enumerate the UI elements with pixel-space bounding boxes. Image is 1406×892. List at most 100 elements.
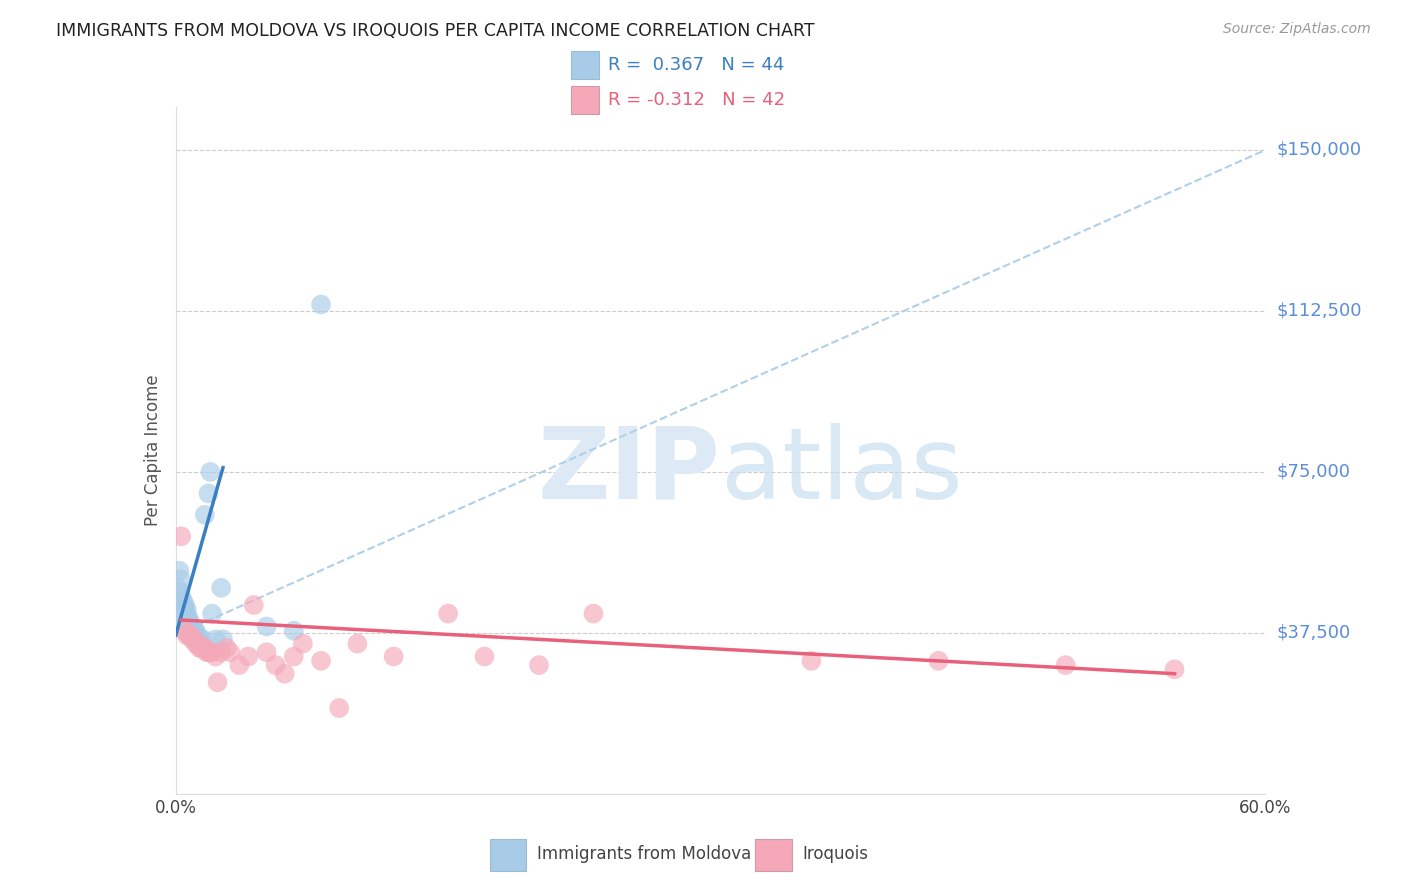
- Bar: [491, 839, 526, 871]
- Point: [184, 628, 207, 642]
- Point: [188, 632, 211, 647]
- Point: [186, 637, 209, 651]
- Point: [173, 598, 195, 612]
- Point: [238, 649, 260, 664]
- Text: IMMIGRANTS FROM MOLDOVA VS IROQUOIS PER CAPITA INCOME CORRELATION CHART: IMMIGRANTS FROM MOLDOVA VS IROQUOIS PER …: [56, 22, 815, 40]
- Point: [179, 624, 201, 638]
- Text: Immigrants from Moldova: Immigrants from Moldova: [537, 845, 751, 863]
- Point: [177, 619, 200, 633]
- Point: [170, 590, 193, 604]
- Point: [191, 640, 214, 655]
- Point: [328, 701, 350, 715]
- Point: [181, 619, 204, 633]
- Point: [283, 624, 305, 638]
- Point: [170, 572, 193, 586]
- Point: [173, 602, 195, 616]
- Point: [527, 658, 550, 673]
- Point: [183, 632, 205, 647]
- Point: [179, 628, 201, 642]
- Point: [309, 654, 332, 668]
- Point: [291, 637, 314, 651]
- Text: $112,500: $112,500: [1277, 302, 1362, 320]
- Point: [172, 602, 194, 616]
- Point: [197, 486, 219, 500]
- Point: [582, 607, 605, 621]
- Point: [800, 654, 823, 668]
- Point: [176, 611, 198, 625]
- Point: [209, 581, 232, 595]
- Point: [204, 649, 226, 664]
- Point: [1054, 658, 1077, 673]
- Point: [274, 666, 297, 681]
- Point: [256, 619, 278, 633]
- Point: [207, 675, 229, 690]
- Point: [176, 602, 198, 616]
- Point: [186, 628, 209, 642]
- Bar: [755, 839, 792, 871]
- Point: [188, 640, 211, 655]
- Point: [181, 632, 204, 647]
- Text: R =  0.367   N = 44: R = 0.367 N = 44: [607, 56, 785, 74]
- Point: [228, 658, 250, 673]
- Point: [169, 564, 191, 578]
- Point: [179, 619, 201, 633]
- Point: [172, 607, 194, 621]
- Point: [177, 611, 200, 625]
- Point: [309, 297, 332, 311]
- Point: [194, 508, 217, 522]
- Point: [283, 649, 305, 664]
- Point: [172, 593, 194, 607]
- Point: [177, 628, 200, 642]
- Point: [183, 628, 205, 642]
- Point: [1163, 662, 1185, 676]
- Point: [184, 637, 207, 651]
- Point: [201, 645, 224, 659]
- Point: [173, 615, 195, 630]
- Text: R = -0.312   N = 42: R = -0.312 N = 42: [607, 91, 785, 109]
- Point: [243, 598, 266, 612]
- Point: [191, 632, 214, 647]
- Point: [176, 615, 198, 630]
- Point: [176, 628, 198, 642]
- Point: [382, 649, 405, 664]
- Point: [219, 645, 242, 659]
- Point: [215, 640, 238, 655]
- Bar: [571, 86, 599, 114]
- Point: [181, 624, 204, 638]
- Text: ZIP: ZIP: [537, 423, 721, 519]
- Bar: [571, 51, 599, 78]
- Point: [173, 624, 195, 638]
- Point: [264, 658, 287, 673]
- Point: [209, 645, 232, 659]
- Text: $75,000: $75,000: [1277, 463, 1351, 481]
- Point: [170, 598, 193, 612]
- Point: [201, 607, 224, 621]
- Text: Source: ZipAtlas.com: Source: ZipAtlas.com: [1223, 22, 1371, 37]
- Y-axis label: Per Capita Income: Per Capita Income: [143, 375, 162, 526]
- Point: [186, 632, 209, 647]
- Point: [195, 645, 218, 659]
- Text: $37,500: $37,500: [1277, 624, 1351, 642]
- Point: [183, 624, 205, 638]
- Point: [177, 615, 200, 630]
- Text: atlas: atlas: [721, 423, 962, 519]
- Point: [176, 607, 198, 621]
- Point: [437, 607, 460, 621]
- Text: Iroquois: Iroquois: [801, 845, 868, 863]
- Point: [200, 465, 222, 479]
- Point: [170, 529, 193, 543]
- Point: [172, 598, 194, 612]
- Point: [173, 611, 195, 625]
- Point: [346, 637, 368, 651]
- Point: [197, 645, 219, 659]
- Point: [200, 645, 222, 659]
- Point: [190, 640, 212, 655]
- Point: [169, 585, 191, 599]
- Point: [212, 632, 235, 647]
- Text: $150,000: $150,000: [1277, 141, 1361, 159]
- Point: [204, 632, 226, 647]
- Point: [194, 640, 217, 655]
- Point: [184, 624, 207, 638]
- Point: [166, 581, 188, 595]
- Point: [474, 649, 496, 664]
